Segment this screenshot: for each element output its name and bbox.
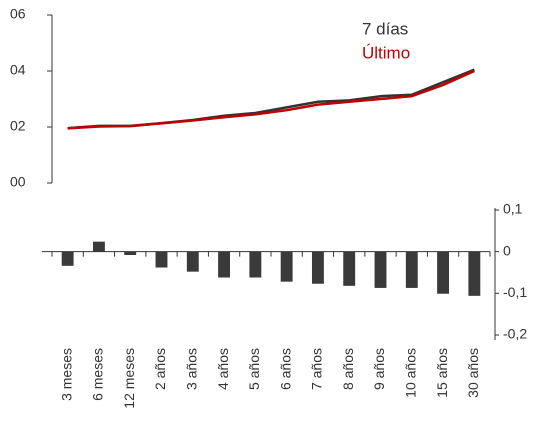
x-tick-label: 8 años [340,348,356,390]
x-tick-label: 6 años [277,348,293,390]
y-tick-label: 0 [503,242,511,258]
bar [311,251,324,284]
bar [92,241,105,252]
y-tick-label: -0,1 [503,284,527,300]
bar [61,251,74,266]
y-tick-label: 02 [10,118,26,134]
x-tick-label: 5 años [246,348,262,390]
legend-label: Último [362,43,410,62]
y-tick-label: 00 [10,174,26,190]
y-tick-label: 06 [10,6,26,22]
x-tick-label: 15 años [434,348,450,398]
bar [124,251,137,255]
bar [343,251,356,286]
x-tick-label: 6 meses [90,348,106,401]
bar [280,251,293,282]
x-tick-label: 30 años [465,348,481,398]
x-tick-label: 3 meses [58,348,74,401]
x-tick-label: 10 años [402,348,418,398]
bar [155,251,168,268]
bar [249,251,262,278]
bar [374,251,387,288]
x-tick-label: 12 meses [121,348,137,409]
line-series [67,69,475,130]
legend-label: 7 días [362,19,408,38]
bar [405,251,418,288]
line-series [67,68,475,130]
y-tick-label: -0,2 [503,326,527,342]
x-tick-label: 2 años [152,348,168,390]
bar [468,251,481,296]
y-tick-label: 0,1 [503,201,523,217]
x-tick-label: 7 años [309,348,325,390]
x-tick-label: 9 años [371,348,387,390]
bar [186,251,199,272]
bar [218,251,231,278]
bar [437,251,450,294]
x-tick-label: 4 años [215,348,231,390]
y-tick-label: 04 [10,62,26,78]
x-tick-label: 3 años [183,348,199,390]
